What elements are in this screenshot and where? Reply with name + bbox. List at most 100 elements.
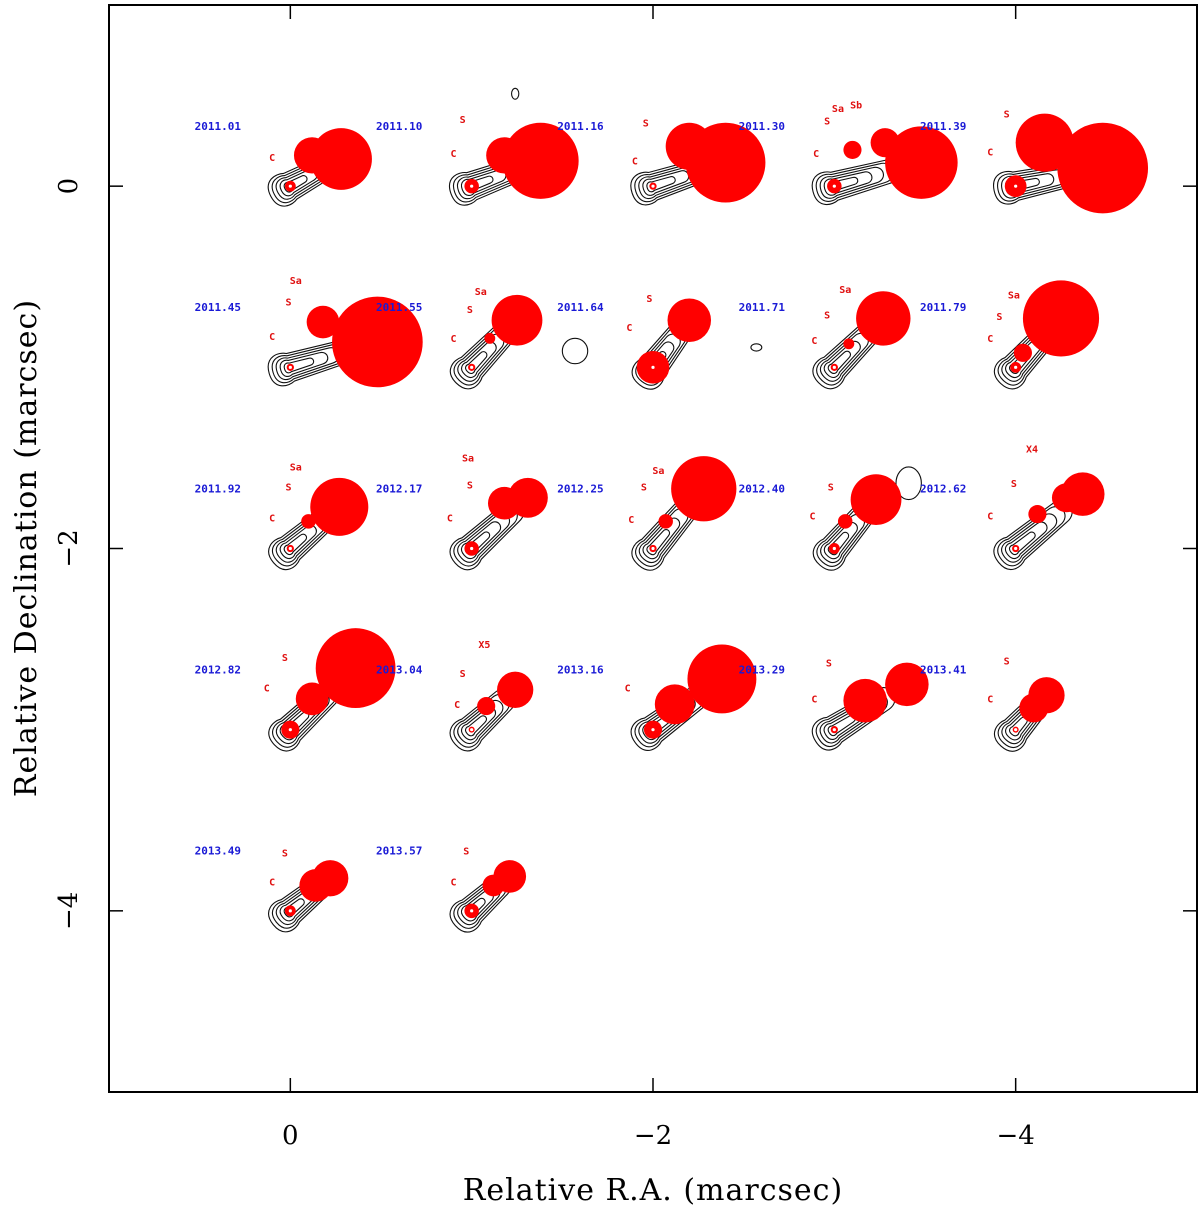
component-label: C [987,512,993,523]
x-tick-label: 0 [282,1121,299,1151]
component-label: S [824,310,830,321]
contour-line [1001,513,1058,563]
core-marker [470,546,474,551]
contour-line [1008,531,1036,556]
epoch-panel: 2011.01 C [195,120,372,207]
epoch-label: 2011.64 [557,301,604,314]
core-marker [832,728,836,732]
contour-line [646,176,676,193]
jet-component [295,682,329,716]
component-label: S [460,669,466,680]
jet-component [1028,677,1065,714]
epoch-label: 2013.41 [920,664,967,677]
epoch-panel: 2013.57 S C [376,845,527,933]
jet-component [477,697,496,716]
component-label: C [269,877,275,888]
contour-line [827,531,850,556]
core-marker [288,909,292,913]
component-label: C [269,153,275,164]
jet-component [507,477,548,518]
component-label: S [467,305,473,316]
component-label: C [454,700,460,711]
jet-component [885,662,929,707]
epoch-label: 2012.62 [920,482,966,495]
core-marker [651,728,655,732]
component-label: S [286,483,292,494]
component-label: C [987,334,993,345]
jet-component [658,514,673,529]
jet-component [312,860,349,897]
epoch-label: 2012.82 [195,664,241,677]
component-label: C [451,334,457,345]
x-tick-label: −2 [634,1121,672,1151]
epoch-panel: 2011.45 Sa S C [195,276,423,388]
core-marker [832,184,836,188]
component-label: C [813,149,819,160]
component-label: C [987,147,993,158]
epoch-panel: 2011.30 Sa Sb S C [739,100,958,206]
epoch-panel: 2013.29 S C [739,658,929,751]
core-marker [470,365,474,369]
epoch-panel: 2011.39 S C [920,109,1149,214]
component-label: S [828,483,834,494]
contour-line [283,357,315,374]
core-marker [832,546,836,551]
core-marker [1014,546,1018,551]
component-label: C [269,332,275,343]
contour-line [279,351,329,377]
contour-line [279,524,317,560]
epoch-label: 2011.45 [195,301,241,314]
epoch-label: 2012.25 [557,482,603,495]
core-marker [288,365,292,369]
jet-component [843,678,887,723]
core-marker [651,184,655,188]
component-label: C [625,684,631,695]
epoch-label: 2011.39 [920,120,966,133]
component-label: S [460,115,466,126]
epoch-panel: 2011.71 Sa S C [739,285,911,390]
epoch-label: 2011.92 [195,482,241,495]
component-label: C [628,515,634,526]
jet-component [310,128,372,190]
jet-component [1057,122,1149,214]
jet-component [843,140,862,159]
epoch-label: 2013.57 [376,845,422,858]
emission-blob [895,466,922,501]
jet-component [310,477,369,536]
jet-component [856,291,911,346]
emission-blob [561,337,589,365]
core-marker [1014,365,1018,369]
component-label: S [641,483,647,494]
component-label: C [810,512,816,523]
epoch-panel: 2011.64 S C [557,294,763,390]
core-marker [1014,184,1018,188]
epoch-panel: 2011.55 SaS C [376,287,589,390]
epoch-panel: 2011.92 Sa S C [195,463,369,571]
epoch-panel: 2012.82 S C [195,628,396,752]
x-tick-label: −4 [997,1121,1035,1151]
component-label: Sa [652,466,664,477]
core-marker [470,909,474,913]
component-label: S [643,118,649,129]
jet-component [837,514,853,529]
component-label: S [286,298,292,309]
component-label: Sa [290,276,302,287]
core-marker [288,546,292,551]
emission-blob [750,343,763,352]
jet-component [315,628,396,708]
component-label: S [996,312,1002,323]
epoch-panel: 2013.16 C [557,644,757,751]
component-label: C [811,336,817,347]
contour-line [646,529,671,556]
component-label: C [632,156,638,167]
epoch-label: 2011.10 [376,120,422,133]
component-label: C [811,694,817,705]
core-marker [651,546,655,551]
epoch-label: 2011.79 [920,301,966,314]
core-marker [1014,728,1018,732]
epoch-panel: 2013.49 S C [195,845,349,933]
contour-line [464,351,488,375]
component-label: Sa [475,287,487,298]
jet-component [497,671,534,708]
